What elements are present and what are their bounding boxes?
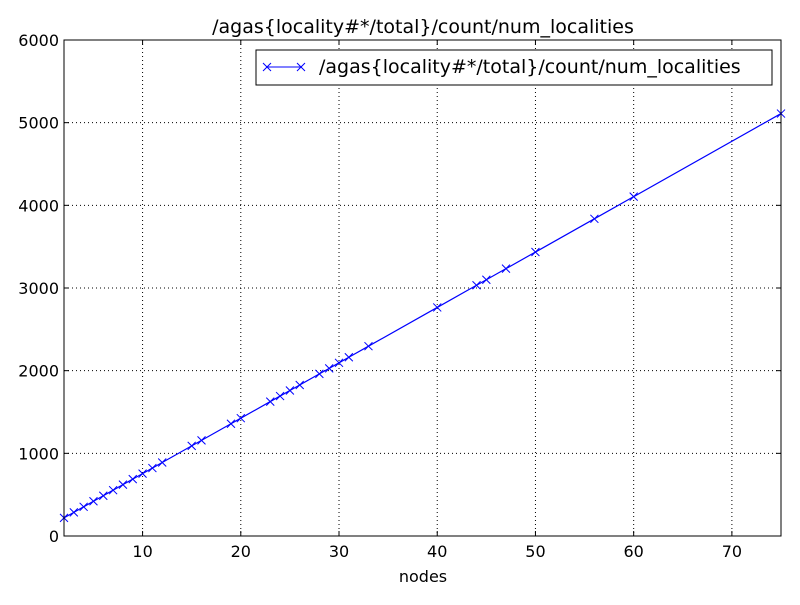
data-point-marker — [108, 485, 118, 495]
data-point-marker — [128, 474, 138, 484]
data-point-marker — [285, 386, 295, 395]
data-point-marker — [324, 363, 334, 373]
data-point-marker — [118, 480, 128, 490]
y-tick-label: 2000 — [18, 362, 59, 381]
data-point-marker — [481, 275, 491, 285]
data-point-marker — [364, 341, 373, 351]
x-tick-label: 40 — [427, 542, 447, 561]
legend-box — [255, 49, 773, 86]
x-tick-label: 30 — [329, 542, 349, 561]
x-tick-label: 50 — [525, 542, 545, 561]
x-tick-label: 60 — [623, 542, 643, 561]
data-point-marker — [265, 397, 275, 406]
y-tick-label: 0 — [49, 527, 59, 546]
data-point-marker — [197, 436, 206, 445]
data-point-marker — [226, 419, 236, 429]
x-tick-label: 20 — [231, 542, 251, 561]
chart-title: /agas{locality#*/total}/count/num_locali… — [212, 16, 634, 38]
y-tick-label: 1000 — [18, 444, 59, 463]
data-point-marker — [89, 496, 98, 506]
data-point-marker — [69, 508, 79, 517]
data-point-marker — [629, 192, 639, 202]
data-point-marker — [432, 303, 442, 312]
data-point-marker — [315, 369, 324, 379]
y-tick-label: 3000 — [18, 279, 59, 298]
data-point-marker — [472, 280, 481, 290]
data-point-marker — [157, 458, 167, 467]
data-point-marker — [531, 247, 540, 257]
data-point-marker — [344, 352, 354, 362]
data-point-marker — [98, 491, 108, 501]
data-point-marker — [275, 391, 285, 401]
y-tick-label: 6000 — [18, 31, 59, 50]
data-point-marker — [236, 413, 246, 423]
data-point-marker — [590, 214, 599, 224]
data-point-marker — [187, 441, 197, 451]
data-point-marker — [138, 469, 147, 478]
data-point-marker — [295, 380, 305, 390]
x-axis-label: nodes — [399, 567, 447, 586]
y-tick-label: 4000 — [18, 196, 59, 215]
legend-marker-x-icon — [262, 62, 306, 72]
x-tick-label: 10 — [132, 542, 152, 561]
data-point-marker — [148, 463, 157, 473]
y-tick-label: 5000 — [18, 114, 59, 133]
legend: /agas{locality#*/total}/count/num_locali… — [255, 49, 773, 86]
series-line — [63, 113, 782, 519]
legend-label: /agas{locality#*/total}/count/num_locali… — [319, 56, 741, 78]
data-point-marker — [501, 264, 511, 274]
plot-frame — [63, 39, 782, 537]
x-tick-label: 70 — [722, 542, 742, 561]
data-point-marker — [79, 502, 88, 512]
data-point-marker — [334, 358, 344, 368]
